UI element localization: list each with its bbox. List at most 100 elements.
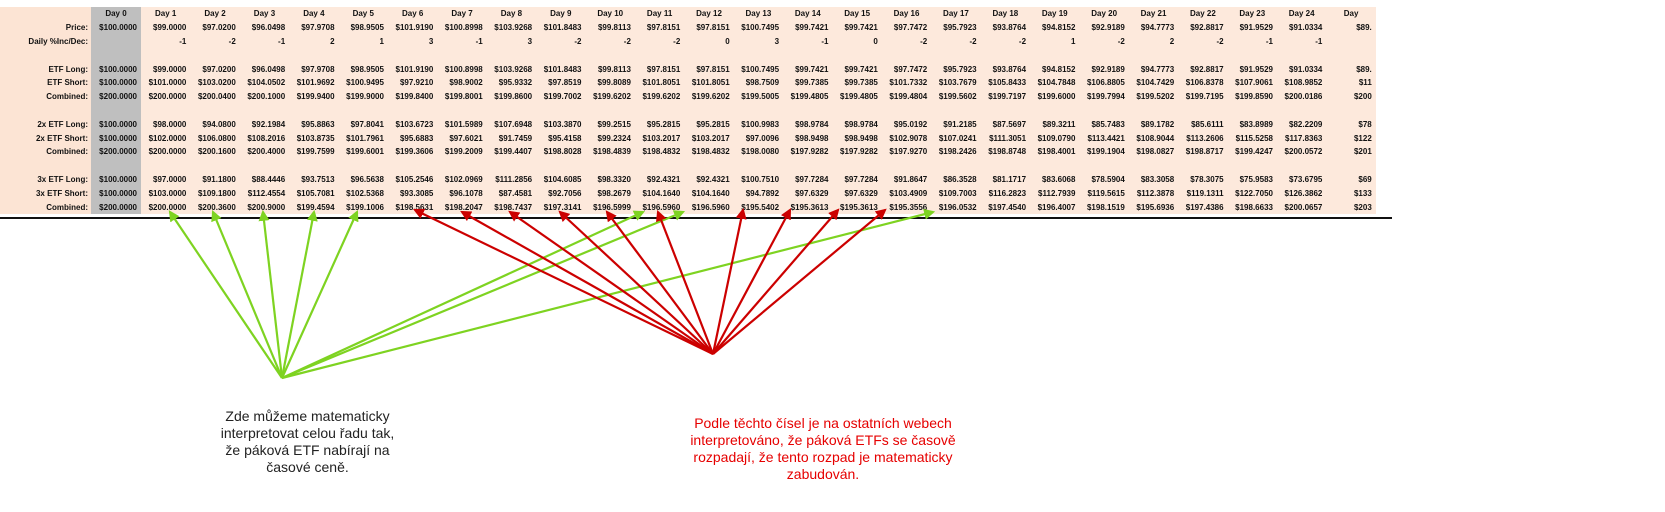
table-cell[interactable]: $92.9189 [1079, 62, 1129, 76]
table-cell[interactable]: $199.8400 [387, 89, 438, 104]
table-cell[interactable]: $93.8764 [980, 20, 1031, 35]
table-cell[interactable]: $87.5697 [980, 117, 1031, 132]
table-cell[interactable] [684, 48, 734, 63]
table-cell[interactable]: $122.7050 [1227, 186, 1277, 201]
table-cell[interactable]: $92.4321 [684, 172, 734, 187]
table-cell[interactable]: $112.7939 [1030, 186, 1080, 201]
table-cell[interactable]: $200.0000 [91, 89, 141, 104]
table-cell[interactable]: $99.7421 [832, 20, 882, 35]
table-cell[interactable] [289, 103, 339, 118]
day-header[interactable]: Day [1326, 7, 1376, 21]
table-cell[interactable]: $111.3051 [980, 131, 1031, 145]
table-cell[interactable]: $99.0000 [141, 62, 191, 76]
table-cell[interactable] [783, 48, 833, 63]
table-cell[interactable]: $199.6000 [1030, 89, 1080, 104]
table-cell[interactable]: $199.6202 [634, 89, 685, 104]
table-cell[interactable] [536, 103, 586, 118]
table-cell[interactable]: $95.9332 [486, 75, 537, 90]
table-cell[interactable]: $196.5999 [585, 200, 635, 214]
table-cell[interactable]: $88.4446 [239, 172, 290, 187]
table-cell[interactable]: $196.5960 [684, 200, 734, 214]
table-cell[interactable] [1227, 103, 1277, 118]
day-header[interactable]: Day 12 [684, 7, 734, 21]
table-cell[interactable]: $108.9044 [1128, 131, 1179, 145]
table-cell[interactable] [1079, 158, 1129, 173]
row-label[interactable]: Combined: [0, 200, 91, 214]
table-cell[interactable]: -2 [536, 34, 586, 49]
table-cell[interactable] [486, 103, 537, 118]
day-header[interactable]: Day 0 [91, 7, 141, 21]
table-cell[interactable]: $97.8151 [634, 20, 685, 35]
table-cell[interactable] [239, 158, 290, 173]
table-cell[interactable]: $200.0657 [1276, 200, 1327, 214]
day-header[interactable]: Day 5 [338, 7, 388, 21]
table-cell[interactable]: $199.4594 [289, 200, 339, 214]
table-cell[interactable]: $11 [1326, 75, 1376, 90]
table-cell[interactable]: $92.4321 [634, 172, 685, 187]
table-cell[interactable] [634, 158, 685, 173]
day-header[interactable]: Day 20 [1079, 7, 1129, 21]
table-cell[interactable]: $103.9268 [486, 20, 537, 35]
table-cell[interactable]: $89. [1326, 20, 1376, 35]
table-cell[interactable]: $199.1904 [1079, 144, 1129, 159]
table-cell[interactable]: $198.8717 [1178, 144, 1228, 159]
table-cell[interactable]: $101.8051 [684, 75, 734, 90]
table-cell[interactable] [585, 158, 635, 173]
row-label[interactable] [0, 48, 91, 63]
table-cell[interactable] [1326, 48, 1376, 63]
table-cell[interactable]: $94.8152 [1030, 62, 1080, 76]
table-cell[interactable] [1079, 48, 1129, 63]
table-cell[interactable]: $95.0192 [881, 117, 932, 132]
table-cell[interactable] [239, 48, 290, 63]
table-cell[interactable]: $97.7284 [832, 172, 882, 187]
table-cell[interactable] [1326, 158, 1376, 173]
table-cell[interactable]: $99.7421 [783, 20, 833, 35]
table-cell[interactable]: $199.8590 [1227, 89, 1277, 104]
table-cell[interactable]: $107.9061 [1227, 75, 1277, 90]
table-cell[interactable] [585, 103, 635, 118]
table-cell[interactable]: $199.6202 [684, 89, 734, 104]
table-cell[interactable]: $97.6021 [437, 131, 487, 145]
table-cell[interactable]: $199.4247 [1227, 144, 1277, 159]
table-cell[interactable]: $85.6111 [1178, 117, 1228, 132]
table-cell[interactable]: $197.9270 [881, 144, 932, 159]
table-cell[interactable]: $99.7385 [832, 75, 882, 90]
table-cell[interactable] [1178, 48, 1228, 63]
table-cell[interactable]: $101.0000 [141, 75, 191, 90]
table-cell[interactable]: $100.0000 [91, 117, 141, 132]
table-cell[interactable] [881, 48, 932, 63]
day-header[interactable]: Day 19 [1030, 7, 1080, 21]
table-cell[interactable]: 3 [486, 34, 537, 49]
table-cell[interactable]: $109.0790 [1030, 131, 1080, 145]
table-cell[interactable]: $105.2546 [387, 172, 438, 187]
table-cell[interactable] [1276, 158, 1327, 173]
table-cell[interactable]: $97.8519 [536, 75, 586, 90]
table-cell[interactable]: $83.8989 [1227, 117, 1277, 132]
table-cell[interactable] [338, 103, 388, 118]
day-header[interactable]: Day 2 [190, 7, 240, 21]
table-cell[interactable]: $200.0572 [1276, 144, 1327, 159]
table-cell[interactable]: $200 [1326, 89, 1376, 104]
table-cell[interactable]: $102.0969 [437, 172, 487, 187]
table-cell[interactable]: $197.9282 [783, 144, 833, 159]
table-cell[interactable]: $198.4001 [1030, 144, 1080, 159]
table-cell[interactable]: $96.5638 [338, 172, 388, 187]
table-cell[interactable]: $100.0000 [91, 172, 141, 187]
table-cell[interactable] [387, 48, 438, 63]
table-cell[interactable]: $104.1640 [684, 186, 734, 201]
table-cell[interactable]: $91.9529 [1227, 62, 1277, 76]
table-cell[interactable]: $116.2823 [980, 186, 1031, 201]
table-cell[interactable] [980, 158, 1031, 173]
table-cell[interactable]: $95.7923 [931, 20, 981, 35]
table-cell[interactable]: $99.2515 [585, 117, 635, 132]
table-cell[interactable] [733, 48, 784, 63]
row-label[interactable]: Daily %Inc/Dec: [0, 34, 91, 49]
table-cell[interactable]: $91.7459 [486, 131, 537, 145]
table-cell[interactable]: $97.7472 [881, 62, 932, 76]
day-header[interactable]: Day 7 [437, 7, 487, 21]
table-cell[interactable]: $99.7421 [783, 62, 833, 76]
table-cell[interactable]: $97.8041 [338, 117, 388, 132]
table-cell[interactable]: $92.1984 [239, 117, 290, 132]
table-cell[interactable]: $111.2856 [486, 172, 537, 187]
table-cell[interactable]: $98.3320 [585, 172, 635, 187]
